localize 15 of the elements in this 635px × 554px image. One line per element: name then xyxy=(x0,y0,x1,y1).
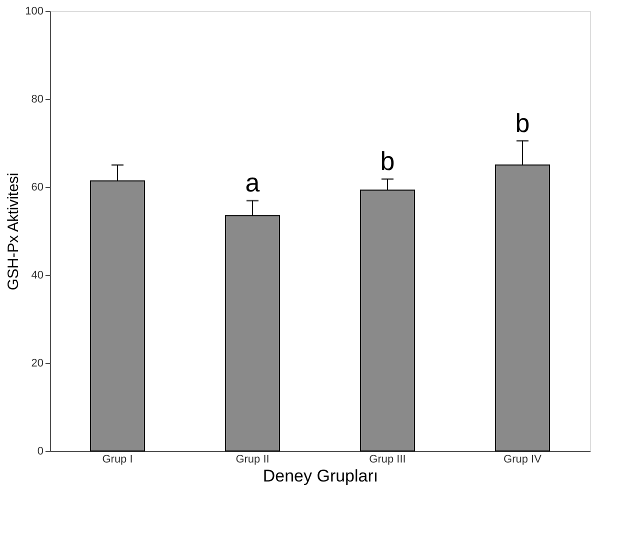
y-tick-label: 60 xyxy=(31,182,44,194)
y-tick-label: 40 xyxy=(31,270,44,282)
annotation: b xyxy=(380,146,395,176)
x-axis-title: Deney Grupları xyxy=(262,466,378,486)
y-tick-label: 100 xyxy=(25,6,44,18)
annotation: b xyxy=(515,108,530,138)
y-tick-label: 20 xyxy=(31,358,44,370)
y-axis-title: GSH-Px Aktivitesi xyxy=(5,172,22,290)
x-tick-label: Grup IV xyxy=(504,454,542,466)
x-tick-label: Grup I xyxy=(102,454,133,466)
y-tick-label: 80 xyxy=(31,94,44,106)
x-tick-label: Grup II xyxy=(236,454,270,466)
y-tick-label: 0 xyxy=(37,446,44,458)
x-tick-label: Grup III xyxy=(369,454,406,466)
annotation: a xyxy=(245,168,260,198)
